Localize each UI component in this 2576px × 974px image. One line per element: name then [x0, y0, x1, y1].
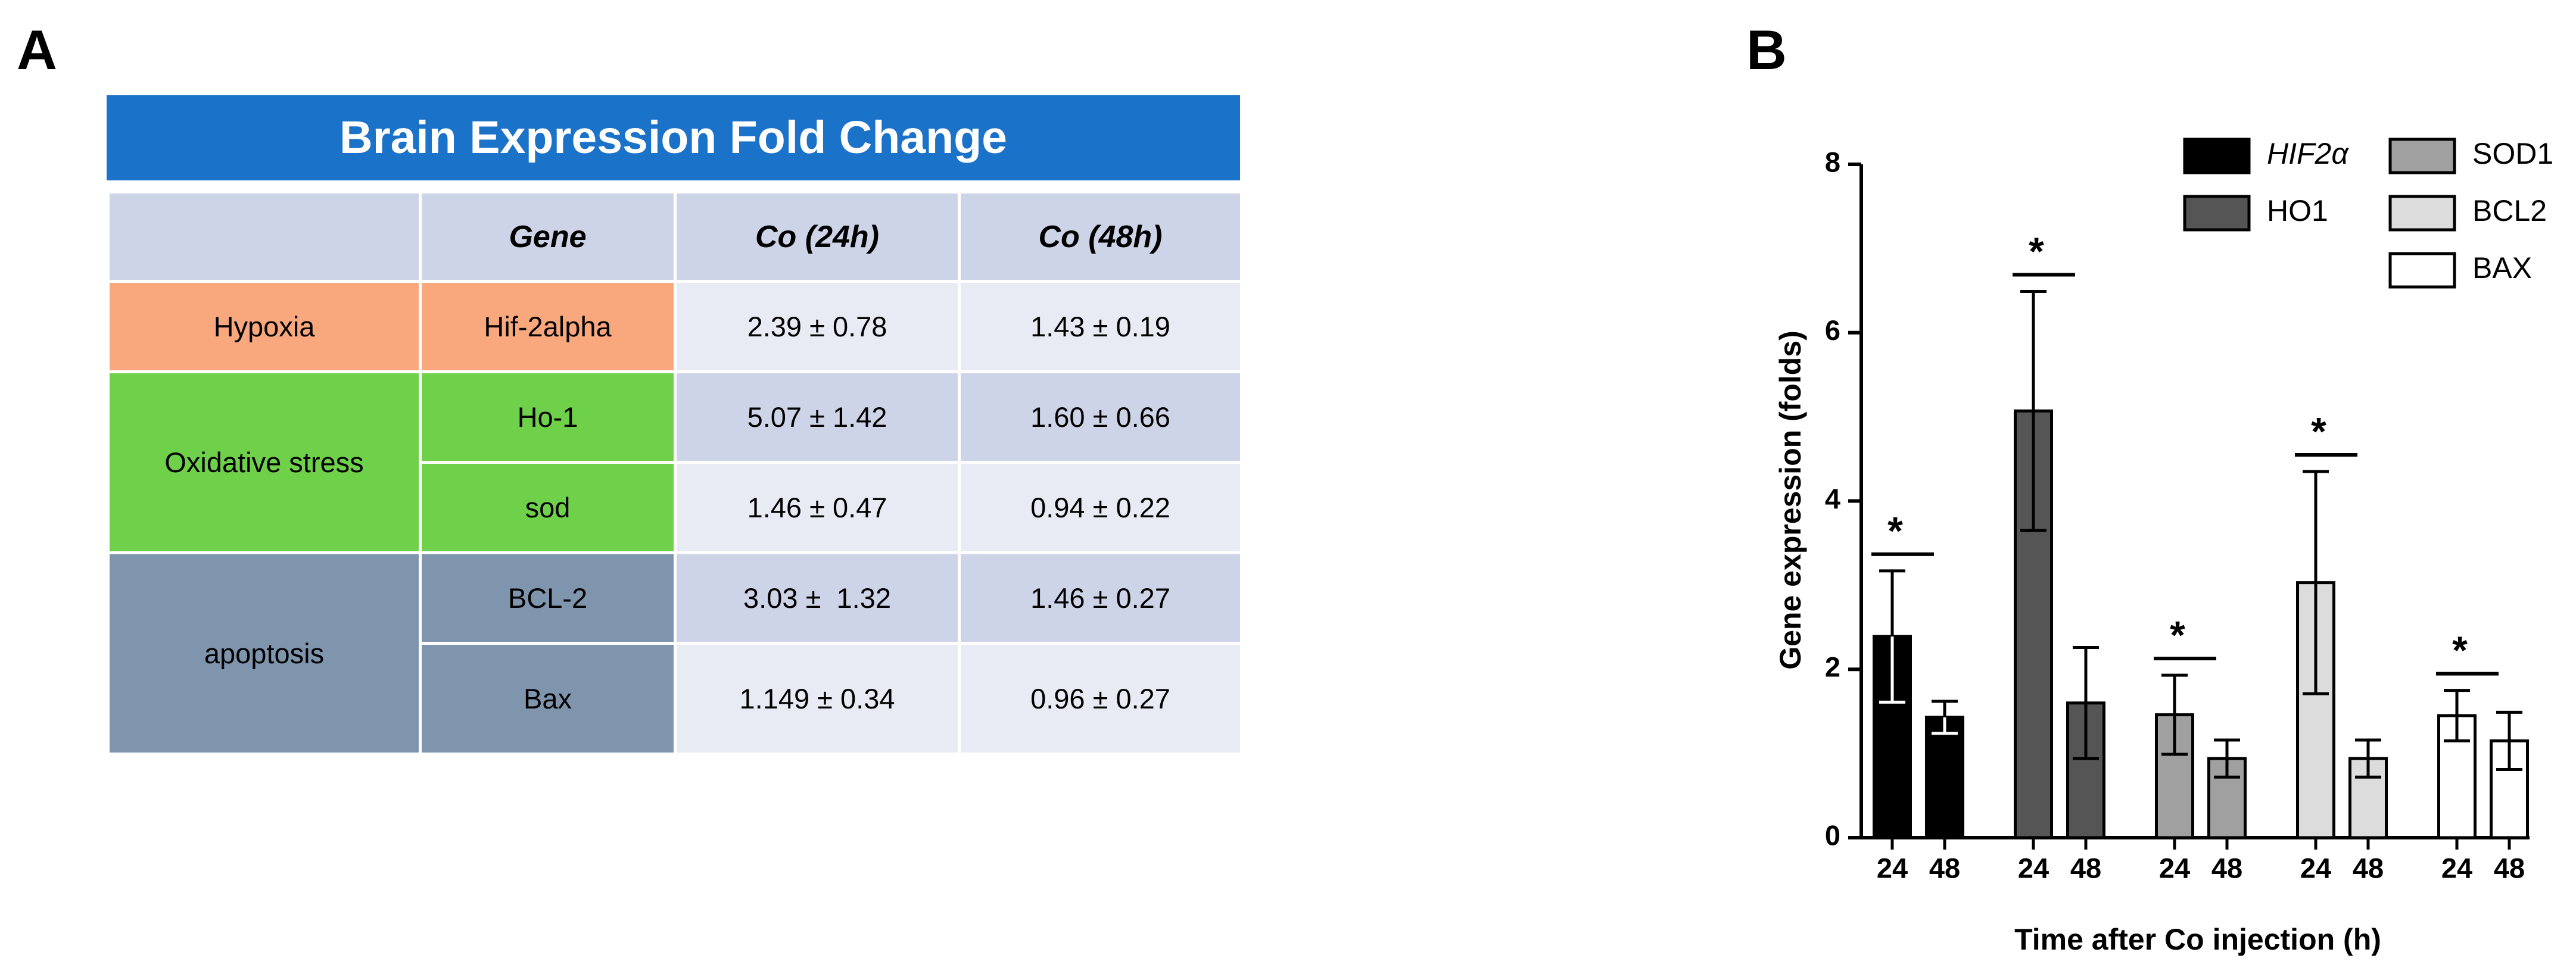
table-row: apoptosis BCL-2 3.03 ± 1.32 1.46 ± 0.27	[107, 551, 1243, 756]
table-row: sod 1.46 ± 0.47 0.94 ± 0.22	[108, 461, 1243, 554]
y-tick-label: 6	[1825, 314, 1840, 346]
value-cell: 3.03 ± 1.32	[674, 551, 961, 645]
bar	[1925, 716, 1964, 839]
header-cell: Gene	[419, 191, 677, 283]
legend-label: HO1	[2267, 194, 2328, 227]
group-cell: Oxidative stress	[107, 370, 422, 554]
x-axis-title: Time after Co injection (h)	[2014, 923, 2381, 956]
legend-swatch	[2183, 195, 2251, 232]
value-cell: 1.46 ± 0.47	[674, 461, 961, 554]
y-axis-title: Gene expression (folds)	[1774, 330, 1807, 670]
table-row: Hypoxia Hif-2alpha 2.39 ± 0.78 1.43 ± 0.19	[107, 280, 1243, 373]
group-cell: Hypoxia	[107, 280, 422, 373]
y-tick-label: 2	[1825, 651, 1840, 683]
legend-label: BCL2	[2472, 194, 2547, 227]
gene-cell: Bax	[419, 642, 677, 756]
gene-cell: Ho-1	[419, 370, 677, 464]
error-bar	[2020, 289, 2047, 532]
x-tick-label: 48	[2494, 852, 2525, 884]
error-bar	[1879, 636, 1905, 704]
error-bar	[2496, 710, 2522, 771]
gene-cell: sod	[419, 461, 677, 554]
gene-cell: Hif-2alpha	[419, 280, 677, 373]
significance-star: *	[1887, 508, 1903, 552]
significance-star: *	[2029, 229, 2044, 273]
error-bar	[2444, 689, 2470, 742]
x-tick-label: 24	[2159, 852, 2190, 884]
gene-cell: BCL-2	[419, 551, 677, 645]
error-bar	[2303, 470, 2329, 695]
error-bar	[2214, 738, 2240, 779]
y-tick-label: 8	[1825, 146, 1840, 177]
legend-label: BAX	[2472, 251, 2532, 285]
value-cell: 1.60 ± 0.66	[958, 370, 1243, 464]
value-cell: 1.43 ± 0.19	[958, 280, 1243, 373]
table-title: Brain Expression Fold Change	[107, 95, 1240, 180]
value-cell: 2.39 ± 0.78	[674, 280, 961, 373]
table-row: Bax 1.149 ± 0.34 0.96 ± 0.27	[108, 642, 1243, 756]
value-cell: 1.149 ± 0.34	[674, 642, 961, 756]
legend-label: SOD1	[2472, 137, 2553, 170]
error-bar	[1932, 700, 1958, 717]
panel-label: A	[17, 18, 57, 81]
error-bar	[2161, 673, 2188, 756]
x-tick-label: 24	[2441, 852, 2472, 884]
value-cell: 0.96 ± 0.27	[958, 642, 1243, 756]
grid: Gene Co (24h) Co (48h) Hypoxia Hif-2alpha 2.…	[107, 191, 1243, 756]
table-row: Oxidative stress Ho-1 5.07 ± 1.42 1.60 ± 0.…	[107, 370, 1243, 554]
x-tick-label: 48	[2353, 852, 2384, 884]
error-bar	[2073, 645, 2099, 760]
value-cell: 1.46 ± 0.27	[958, 551, 1243, 645]
legend-label: HIF2α	[2267, 137, 2349, 170]
x-tick-label: 48	[1929, 852, 1960, 884]
significance-star: *	[2452, 628, 2468, 672]
x-tick-label: 24	[2018, 852, 2049, 884]
x-tick-label: 48	[2070, 852, 2101, 884]
significance-star: *	[2311, 409, 2326, 453]
significance-star: *	[2170, 613, 2185, 657]
x-tick-label: 24	[1877, 852, 1908, 884]
legend-swatch	[2388, 252, 2456, 289]
legend-swatch	[2388, 138, 2456, 174]
error-bar	[1932, 717, 1958, 735]
header-cell: Co (48h)	[958, 191, 1243, 283]
group-cell: apoptosis	[107, 551, 422, 756]
value-cell: 0.94 ± 0.22	[958, 461, 1243, 554]
legend-swatch	[2183, 138, 2251, 174]
legend-swatch	[2388, 195, 2456, 232]
y-tick-label: 0	[1825, 819, 1840, 851]
table: Brain Expression Fold Change Gene Co (24h…	[107, 95, 1243, 756]
x-tick-label: 48	[2211, 852, 2242, 884]
error-bar	[2355, 738, 2381, 779]
panel-label: B	[1746, 18, 1787, 81]
y-tick-label: 4	[1825, 483, 1840, 514]
error-bar	[1879, 569, 1905, 637]
header-cell: Co (24h)	[674, 191, 961, 283]
value-cell: 5.07 ± 1.42	[674, 370, 961, 464]
header-cell	[107, 191, 422, 283]
x-tick-label: 24	[2300, 852, 2331, 884]
